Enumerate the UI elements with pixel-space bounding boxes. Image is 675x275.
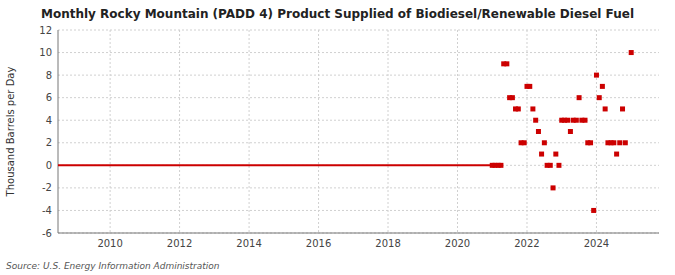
x-grid-line	[457, 30, 458, 233]
point	[510, 95, 515, 100]
x-grid-line	[249, 30, 250, 233]
x-grid-line	[179, 30, 180, 233]
y-tick-label: -6	[42, 228, 52, 239]
y-tick-label: 6	[46, 92, 52, 103]
chart: Monthly Rocky Mountain (PADD 4) Product …	[0, 0, 675, 275]
y-tick-label: 4	[46, 115, 52, 126]
y-tick-label: -2	[42, 182, 52, 193]
point	[583, 118, 588, 123]
source-note: Source: U.S. Energy Information Administ…	[6, 261, 220, 271]
point	[620, 106, 625, 111]
x-tick-label: 2016	[306, 238, 331, 249]
point	[536, 129, 541, 134]
y-axis-label: Thousand Barrels per Day	[5, 67, 16, 198]
y-grid-line	[58, 187, 659, 188]
point	[530, 106, 535, 111]
point	[556, 163, 561, 168]
point	[516, 106, 521, 111]
y-tick-label: 2	[46, 137, 52, 148]
x-grid-line	[388, 30, 389, 233]
x-tick-label: 2022	[514, 238, 539, 249]
x-tick-label: 2012	[167, 238, 192, 249]
y-tick-label: 10	[39, 47, 52, 58]
y-grid-line	[58, 165, 659, 166]
point	[611, 140, 616, 145]
point	[548, 163, 553, 168]
point	[565, 118, 570, 123]
x-tick-label: 2024	[584, 238, 609, 249]
x-grid-line	[526, 30, 527, 233]
point	[574, 118, 579, 123]
line	[58, 164, 495, 166]
y-tick-label: 0	[46, 160, 52, 171]
y-grid-line	[58, 97, 659, 98]
point	[591, 208, 596, 213]
x-tick-label: 2010	[97, 238, 122, 249]
point	[588, 140, 593, 145]
y-grid-line	[58, 233, 659, 234]
point	[594, 73, 599, 78]
point	[527, 84, 532, 89]
point	[629, 50, 634, 55]
point	[614, 152, 619, 157]
plot-area	[58, 50, 634, 213]
title: Monthly Rocky Mountain (PADD 4) Product …	[41, 7, 634, 21]
point	[522, 140, 527, 145]
point	[577, 95, 582, 100]
y-grid-line	[58, 75, 659, 76]
x-grid-line	[596, 30, 597, 233]
x-tick-label: 2018	[375, 238, 400, 249]
y-tick-label: 8	[46, 70, 52, 81]
y-tick-label: 12	[39, 25, 52, 36]
y-grid-line	[58, 142, 659, 143]
x-grid-line	[110, 30, 111, 233]
point	[617, 140, 622, 145]
point	[498, 163, 503, 168]
y-grid-line	[58, 210, 659, 211]
x-tick-label: 2020	[445, 238, 470, 249]
point	[533, 118, 538, 123]
point	[539, 152, 544, 157]
point	[542, 140, 547, 145]
x-axis-line	[58, 233, 659, 234]
point	[568, 129, 573, 134]
point	[623, 140, 628, 145]
grid	[58, 30, 659, 233]
y-grid-line	[58, 30, 659, 31]
point	[600, 84, 605, 89]
y-grid-line	[58, 52, 659, 53]
y-axis-line	[58, 30, 59, 233]
point	[504, 61, 509, 66]
x-grid-line	[318, 30, 319, 233]
point	[597, 95, 602, 100]
y-tick-label: -4	[42, 205, 52, 216]
point	[551, 185, 556, 190]
point	[603, 106, 608, 111]
point	[553, 152, 558, 157]
x-tick-label: 2014	[236, 238, 261, 249]
